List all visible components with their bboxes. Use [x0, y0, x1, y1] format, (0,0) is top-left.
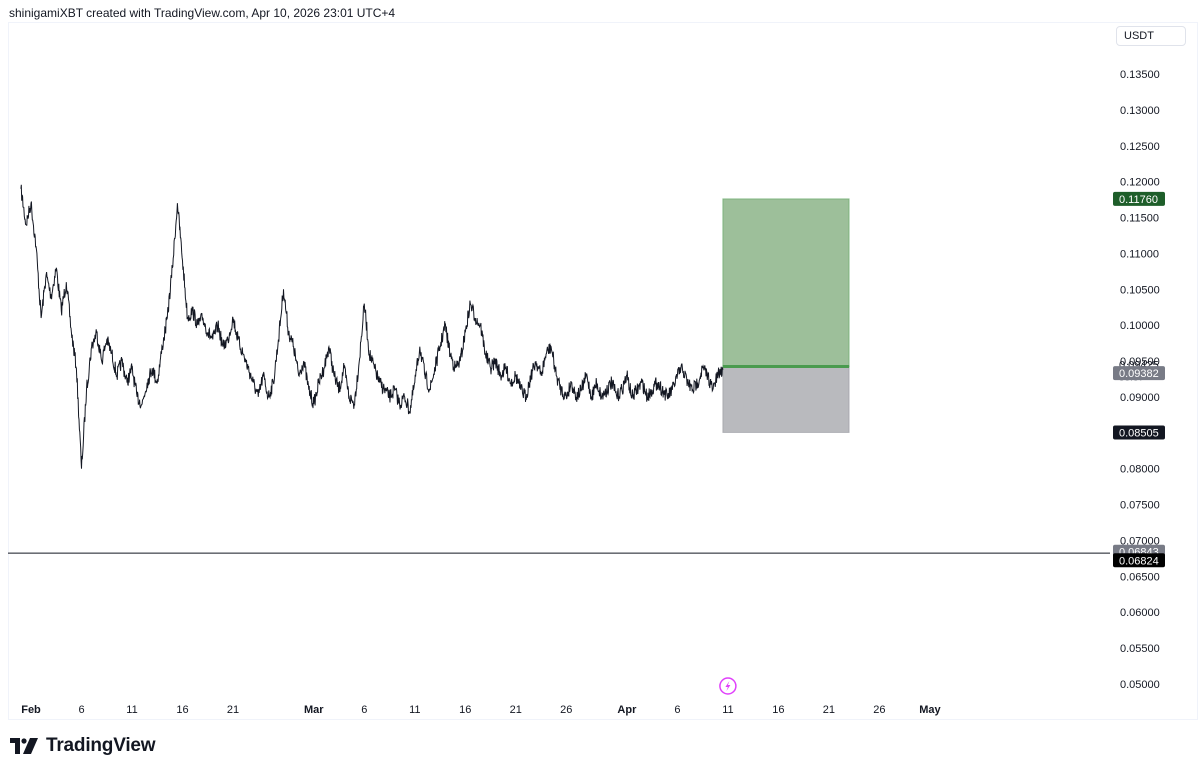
price-line — [20, 184, 724, 469]
price-tick-label: 0.10500 — [1120, 284, 1160, 296]
stop-price-tag: 0.08505 — [1119, 427, 1159, 439]
time-tick-label: 6 — [361, 704, 367, 716]
profit-target-zone — [722, 198, 850, 367]
price-tick-label: 0.06500 — [1120, 571, 1160, 583]
tradingview-brand-text: TradingView — [46, 735, 156, 756]
time-tick-label: 16 — [176, 704, 188, 716]
price-tick-label: 0.12500 — [1120, 141, 1160, 153]
position-zones — [722, 198, 850, 433]
price-tick-label: 0.09500 — [1120, 356, 1160, 368]
price-tick-label: 0.11500 — [1120, 213, 1159, 225]
chart-frame — [8, 22, 1198, 720]
level-b-price-tag: 0.06824 — [1119, 555, 1159, 567]
price-tick-label: 0.07500 — [1120, 500, 1160, 512]
lightning-bolt-icon — [725, 681, 731, 691]
time-tick-label: 6 — [78, 704, 84, 716]
stop-loss-zone — [722, 365, 850, 433]
price-axis-labels: 0.13500 0.13000 0.12500 0.12000 0.11500 0.110… — [1120, 69, 1160, 691]
target-price-tag: 0.11760 — [1119, 194, 1158, 206]
time-axis-labels: Feb 6 11 16 21 Mar 6 11 16 21 26 Apr 6 11 16 21 26 May — [21, 704, 941, 716]
time-tick-label: 16 — [459, 704, 471, 716]
current-price-tag: 0.09382 — [1119, 368, 1159, 380]
stop-price-tag-bg — [1113, 425, 1165, 440]
time-tick-label: 21 — [510, 704, 522, 716]
tradingview-logo-icon — [10, 738, 38, 754]
time-tick-label: May — [919, 704, 941, 716]
price-tick-label: 0.13000 — [1120, 105, 1160, 117]
tradingview-logo[interactable]: TradingView — [10, 735, 156, 757]
time-tick-label: 21 — [823, 704, 835, 716]
price-tags: 0.117600.0942558:370.093820.085050.06843… — [1113, 191, 1165, 568]
price-tick-label: 0.10000 — [1120, 320, 1160, 332]
current-price-tag-bg — [1113, 366, 1165, 381]
time-tick-label: 6 — [674, 704, 680, 716]
price-tick-label: 0.13500 — [1120, 69, 1160, 81]
price-tick-label: 0.09000 — [1120, 392, 1160, 404]
price-tick-label: 0.08000 — [1120, 464, 1160, 476]
time-tick-label: 16 — [772, 704, 784, 716]
price-tick-label: 0.06000 — [1120, 607, 1160, 619]
chart-attribution: shinigamiXBT created with TradingView.co… — [9, 6, 396, 20]
time-tick-label: Feb — [21, 704, 41, 716]
time-tick-label: Mar — [304, 704, 324, 716]
price-tick-label: 0.11000 — [1120, 248, 1159, 260]
currency-unit-button[interactable]: USDT — [1116, 26, 1186, 46]
price-tick-label: 0.07000 — [1120, 535, 1160, 547]
price-tick-label: 0.12000 — [1120, 177, 1160, 189]
time-tick-label: 11 — [126, 704, 137, 716]
time-tick-label: 26 — [873, 704, 885, 716]
time-tick-label: Apr — [617, 704, 637, 716]
level-b-price-tag-bg — [1113, 553, 1165, 568]
time-tick-label: 26 — [560, 704, 572, 716]
price-tick-label: 0.05500 — [1120, 643, 1160, 655]
time-tick-label: 21 — [227, 704, 239, 716]
price-tick-label: 0.05000 — [1120, 679, 1160, 691]
event-marker-icon[interactable] — [719, 677, 737, 695]
time-tick-label: 11 — [722, 704, 733, 716]
time-tick-label: 11 — [409, 704, 420, 716]
target-price-tag-bg — [1113, 191, 1165, 206]
